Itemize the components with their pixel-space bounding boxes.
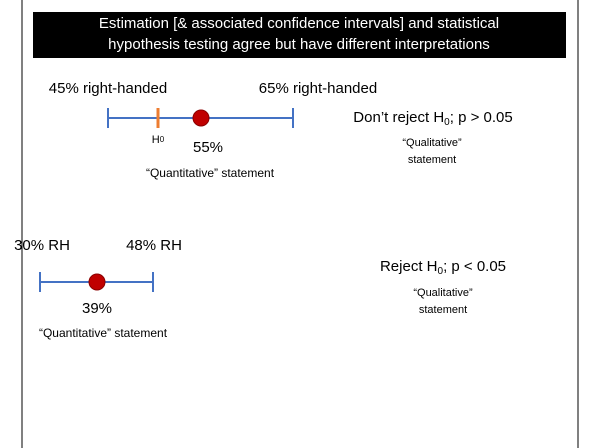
estimate-dot	[192, 109, 210, 127]
qualitative-caption: statement	[419, 304, 467, 316]
decision: Don’t reject H0; p > 0.05	[353, 109, 512, 128]
decision-text: ; p < 0.05	[443, 258, 506, 275]
estimate-dot	[88, 273, 106, 291]
estimate-label: 39%	[82, 300, 112, 317]
ci-upper-label: 48% RH	[126, 237, 182, 254]
title-line: Estimation [& associated confidence inte…	[99, 15, 499, 32]
qualitative-caption: “Qualitative”	[402, 137, 462, 149]
qualitative-caption: “Qualitative”	[413, 287, 473, 299]
decision-sub: 0	[438, 266, 444, 277]
quantitative-caption: “Quantitative” statement	[146, 166, 275, 180]
ci-upper-label: 65% right-handed	[259, 80, 377, 97]
decision-sub: 0	[444, 117, 450, 128]
h0-main: H	[152, 134, 160, 146]
decision-text: Reject H	[380, 258, 438, 275]
title-box	[33, 12, 566, 58]
decision-text: ; p > 0.05	[450, 109, 513, 126]
h0-label: H0	[152, 134, 165, 146]
ci-lower-label: 45% right-handed	[49, 80, 167, 97]
title-line: hypothesis testing agree but have differ…	[108, 36, 490, 53]
slide-frame	[21, 0, 579, 448]
h0-sub: 0	[160, 135, 165, 144]
decision: Reject H0; p < 0.05	[380, 258, 506, 277]
quantitative-caption: “Quantitative” statement	[39, 326, 168, 340]
qualitative-caption: statement	[408, 154, 456, 166]
estimate-label: 55%	[193, 139, 223, 156]
ci-lower-label: 30% RH	[14, 237, 70, 254]
decision-text: Don’t reject H	[353, 109, 444, 126]
